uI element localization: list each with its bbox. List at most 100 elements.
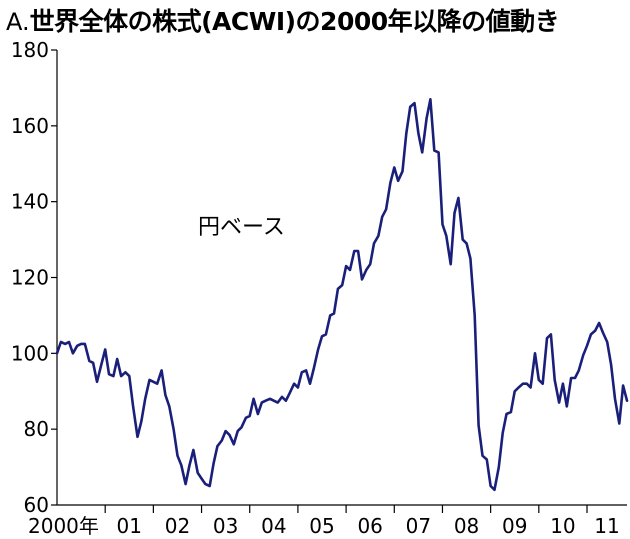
data-point	[116, 358, 118, 360]
data-point	[586, 345, 588, 347]
data-point	[622, 385, 624, 387]
data-point	[64, 343, 66, 345]
chart-title-prefix: A.	[6, 8, 30, 36]
data-point	[409, 106, 411, 108]
data-point	[434, 150, 436, 152]
data-point	[261, 402, 263, 404]
data-point	[606, 341, 608, 343]
x-axis: 2000年 01 02 03 04 05 06 07 08 09 10 11	[28, 504, 627, 538]
data-point	[534, 353, 536, 355]
data-point	[582, 354, 584, 356]
data-point	[446, 235, 448, 237]
data-point	[181, 464, 183, 466]
data-point	[257, 413, 259, 415]
data-point	[269, 398, 271, 400]
data-point	[149, 379, 151, 381]
data-point	[602, 332, 604, 334]
data-point	[518, 387, 520, 389]
data-point	[421, 152, 423, 154]
data-point	[598, 322, 600, 324]
data-point	[177, 455, 179, 457]
data-point	[550, 334, 552, 336]
data-point	[397, 180, 399, 182]
data-point	[169, 406, 171, 408]
data-point	[92, 362, 94, 364]
data-point	[89, 360, 91, 362]
data-point	[466, 243, 468, 245]
y-tick-label: 140	[11, 190, 49, 214]
y-tick-label: 160	[11, 114, 49, 138]
data-point	[494, 489, 496, 491]
x-tick-label: 08	[454, 514, 479, 538]
data-point	[361, 279, 363, 281]
data-point	[165, 394, 167, 396]
data-point	[578, 370, 580, 372]
y-tick-label: 100	[11, 341, 49, 365]
data-point	[369, 263, 371, 265]
data-point	[305, 370, 307, 372]
data-point	[378, 235, 380, 237]
data-point	[502, 432, 504, 434]
data-point	[570, 377, 572, 379]
data-point	[458, 197, 460, 199]
y-tick-label: 180	[11, 38, 49, 62]
data-point	[233, 444, 235, 446]
data-point	[108, 373, 110, 375]
data-point	[253, 398, 255, 400]
data-point	[209, 485, 211, 487]
data-point	[137, 436, 139, 438]
data-point	[80, 343, 82, 345]
data-point	[289, 392, 291, 394]
data-point	[426, 118, 428, 120]
data-point	[430, 99, 432, 101]
data-point	[141, 421, 143, 423]
data-point	[590, 334, 592, 336]
y-axis: 60 80 100 120 140 160 180	[11, 38, 58, 517]
data-point	[317, 349, 319, 351]
data-point	[193, 449, 195, 451]
data-point	[474, 315, 476, 317]
data-point	[201, 478, 203, 480]
data-point	[125, 372, 127, 374]
data-point	[309, 383, 311, 385]
y-tick-label: 60	[24, 493, 49, 517]
data-point	[113, 375, 115, 377]
data-point	[241, 427, 243, 429]
data-point	[217, 445, 219, 447]
data-point	[341, 284, 343, 286]
data-point	[229, 434, 231, 436]
data-point	[173, 428, 175, 430]
data-point	[454, 212, 456, 214]
data-point	[101, 364, 103, 366]
data-point	[390, 182, 392, 184]
data-point	[546, 337, 548, 339]
data-point	[265, 400, 267, 402]
x-tick-label: 03	[213, 514, 238, 538]
data-point	[237, 430, 239, 432]
data-point	[96, 381, 98, 383]
y-tick-label: 120	[11, 266, 49, 290]
data-point	[273, 400, 275, 402]
data-point	[498, 466, 500, 468]
data-point	[329, 315, 331, 317]
data-point	[285, 400, 287, 402]
data-point	[56, 353, 58, 355]
data-point	[68, 341, 70, 343]
data-point	[301, 372, 303, 374]
data-point	[619, 423, 621, 425]
data-point	[566, 406, 568, 408]
data-point	[197, 472, 199, 474]
data-point	[325, 334, 327, 336]
data-point	[349, 269, 351, 271]
data-point	[156, 383, 158, 385]
data-point	[414, 102, 416, 104]
data-point	[394, 167, 396, 169]
data-point	[297, 387, 299, 389]
data-point	[221, 440, 223, 442]
x-tick-label: 10	[550, 514, 575, 538]
data-point	[354, 250, 356, 252]
x-tick-label: 01	[117, 514, 142, 538]
data-point	[506, 413, 508, 415]
data-point	[470, 258, 472, 260]
